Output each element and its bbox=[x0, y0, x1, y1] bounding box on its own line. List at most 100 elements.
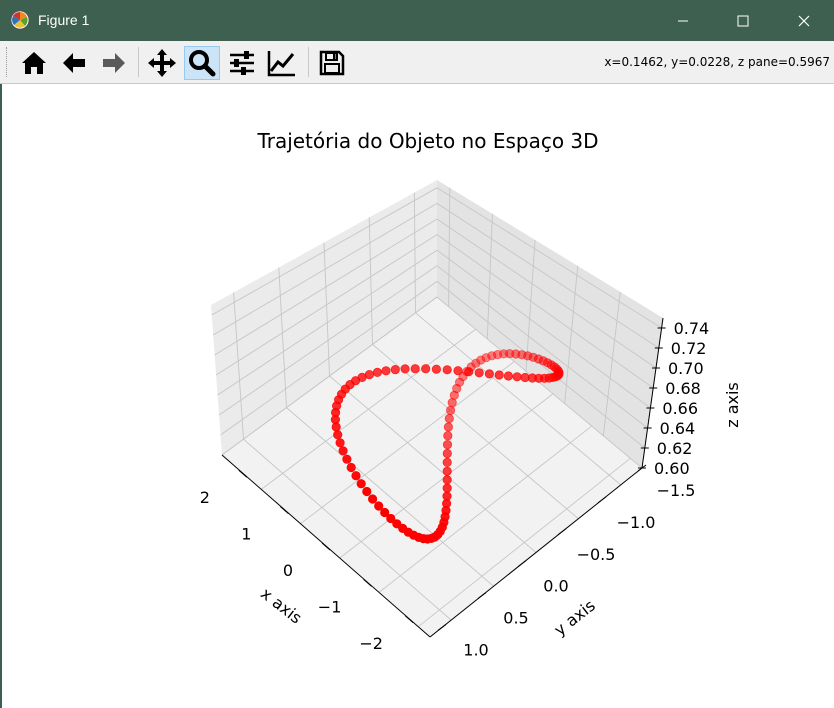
data-point bbox=[442, 439, 453, 450]
floor-gridline bbox=[243, 438, 452, 621]
right-gridline bbox=[486, 213, 493, 339]
left-gridline bbox=[278, 267, 287, 408]
zoom-button[interactable] bbox=[184, 46, 220, 80]
data-point bbox=[512, 372, 522, 382]
save-button[interactable] bbox=[314, 46, 350, 80]
toolbar-grip bbox=[6, 47, 9, 77]
z-tick-label: 0.62 bbox=[657, 439, 693, 458]
data-point bbox=[484, 369, 494, 379]
data-point bbox=[372, 367, 382, 377]
x-tick bbox=[363, 579, 372, 587]
data-point bbox=[410, 364, 420, 374]
close-icon bbox=[798, 15, 810, 26]
y-tick-label: 1.0 bbox=[463, 640, 488, 659]
edit-axis-icon bbox=[267, 51, 295, 77]
pan-icon bbox=[148, 49, 176, 77]
z-tick-label: 0.60 bbox=[654, 459, 690, 478]
x-tick bbox=[321, 542, 331, 551]
data-point bbox=[442, 457, 452, 467]
save-icon bbox=[319, 50, 345, 76]
back-button[interactable] bbox=[56, 46, 92, 80]
data-point bbox=[442, 448, 452, 459]
forward-button[interactable] bbox=[96, 46, 132, 80]
pan-button[interactable] bbox=[144, 46, 180, 80]
data-point bbox=[445, 405, 456, 415]
x-axis-label: x axis bbox=[257, 584, 305, 628]
right-gridline bbox=[436, 218, 657, 369]
data-point bbox=[431, 364, 441, 374]
y-tick-label: −1.0 bbox=[617, 513, 656, 532]
y-tick bbox=[597, 496, 607, 504]
y-tick bbox=[517, 560, 527, 568]
close-button[interactable] bbox=[781, 0, 827, 41]
data-point bbox=[476, 355, 486, 365]
data-point bbox=[338, 446, 348, 456]
z-axis-label: z axis bbox=[723, 382, 742, 428]
zoom-icon bbox=[189, 50, 216, 77]
toolbar-separator bbox=[308, 47, 309, 77]
right-gridline bbox=[436, 203, 660, 349]
plot-canvas[interactable]: 2 1 0 −1 −2 −1.5−1.0−0.5 0.0 0.5 1.0 0.600.620.64… bbox=[0, 84, 834, 708]
left-gridline bbox=[368, 217, 373, 345]
y-axis-label: y axis bbox=[550, 596, 598, 640]
data-point bbox=[471, 358, 481, 368]
data-point bbox=[487, 351, 497, 361]
x-tick bbox=[238, 469, 248, 478]
maximize-button[interactable] bbox=[720, 0, 766, 41]
left-gridline bbox=[211, 187, 438, 316]
data-point bbox=[494, 370, 504, 380]
right-gridline bbox=[436, 265, 648, 429]
navigation-toolbar bbox=[0, 41, 834, 84]
data-point bbox=[443, 431, 453, 441]
configure-subplots-icon bbox=[230, 51, 254, 75]
window-border bbox=[0, 84, 2, 708]
floor-gridline bbox=[417, 457, 631, 628]
data-point bbox=[390, 364, 400, 375]
data-point bbox=[342, 454, 352, 464]
z-tick-label: 0.66 bbox=[662, 399, 698, 418]
title-bar: Figure 1 bbox=[0, 0, 834, 41]
left-gridline bbox=[220, 281, 438, 436]
z-tick-label: 0.70 bbox=[668, 359, 704, 378]
left-gridline bbox=[221, 296, 438, 456]
data-point bbox=[335, 438, 345, 448]
right-gridline bbox=[525, 239, 536, 372]
data-point bbox=[331, 422, 341, 432]
forward-icon bbox=[103, 53, 125, 73]
data-point bbox=[520, 372, 530, 383]
data-point bbox=[442, 483, 452, 493]
data-point bbox=[444, 413, 454, 424]
floor-gridline bbox=[300, 361, 515, 525]
z-axis-line bbox=[641, 317, 664, 469]
minimize-button[interactable] bbox=[660, 0, 706, 41]
right-gridline bbox=[436, 234, 654, 389]
chart-title: Trajetória do Objeto no Espaço 3D bbox=[256, 129, 598, 153]
data-point bbox=[481, 353, 491, 363]
data-point bbox=[447, 397, 457, 408]
x-tick-label: −2 bbox=[359, 634, 383, 653]
floor-gridline bbox=[372, 344, 579, 520]
y-tick-label: 0.5 bbox=[503, 609, 528, 628]
back-icon bbox=[63, 53, 85, 73]
home-button[interactable] bbox=[16, 46, 52, 80]
left-gridline bbox=[323, 242, 330, 377]
data-point bbox=[333, 430, 343, 440]
floor-gridline bbox=[329, 375, 537, 553]
right-gridline bbox=[602, 291, 621, 436]
x-tick-label: −1 bbox=[318, 597, 342, 616]
data-point bbox=[492, 349, 503, 360]
data-point bbox=[380, 507, 390, 518]
x-tick-label: 1 bbox=[241, 525, 251, 544]
data-point bbox=[381, 366, 391, 376]
floor-gridline bbox=[286, 407, 494, 587]
configure-subplots-button[interactable] bbox=[224, 46, 260, 80]
cursor-coordinates: x=0.1462, y=0.0228, z pane=0.5967 bbox=[604, 55, 830, 69]
x-tick-label: 2 bbox=[200, 488, 210, 507]
y-tick-label: −1.5 bbox=[657, 481, 696, 500]
edit-axis-button[interactable] bbox=[264, 46, 300, 80]
right-gridline bbox=[436, 249, 651, 409]
data-point bbox=[503, 371, 513, 381]
x-tick-label: 0 bbox=[283, 561, 293, 580]
data-point bbox=[367, 494, 378, 504]
data-point bbox=[346, 462, 356, 473]
